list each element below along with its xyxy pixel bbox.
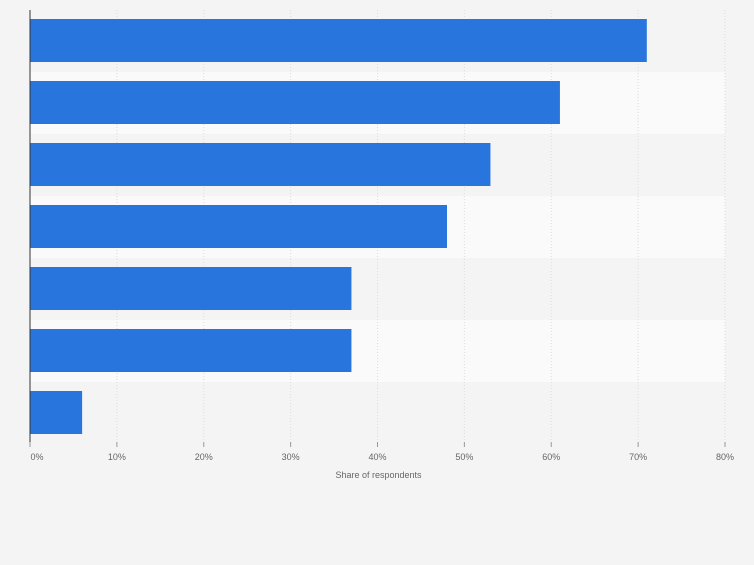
tick-label: 40% <box>368 452 386 462</box>
bar[interactable] <box>30 19 647 62</box>
tick-label: 20% <box>195 452 213 462</box>
x-axis-title: Share of respondents <box>335 470 422 480</box>
tick-label: 50% <box>455 452 473 462</box>
bar[interactable] <box>30 391 83 434</box>
bar[interactable] <box>30 329 352 372</box>
bars <box>30 19 647 434</box>
tick-label: 10% <box>108 452 126 462</box>
tick-label: 70% <box>629 452 647 462</box>
x-axis-ticks: 0% 10% 20% 30% 40% 50% 60% 70% 80% <box>29 442 734 462</box>
tick-label: 60% <box>542 452 560 462</box>
bar[interactable] <box>30 205 447 248</box>
bar[interactable] <box>30 81 560 124</box>
bar[interactable] <box>30 267 352 310</box>
tick-label: 0% <box>30 452 43 462</box>
tick-label: 80% <box>716 452 734 462</box>
bar[interactable] <box>30 143 491 186</box>
tick-label: 30% <box>282 452 300 462</box>
